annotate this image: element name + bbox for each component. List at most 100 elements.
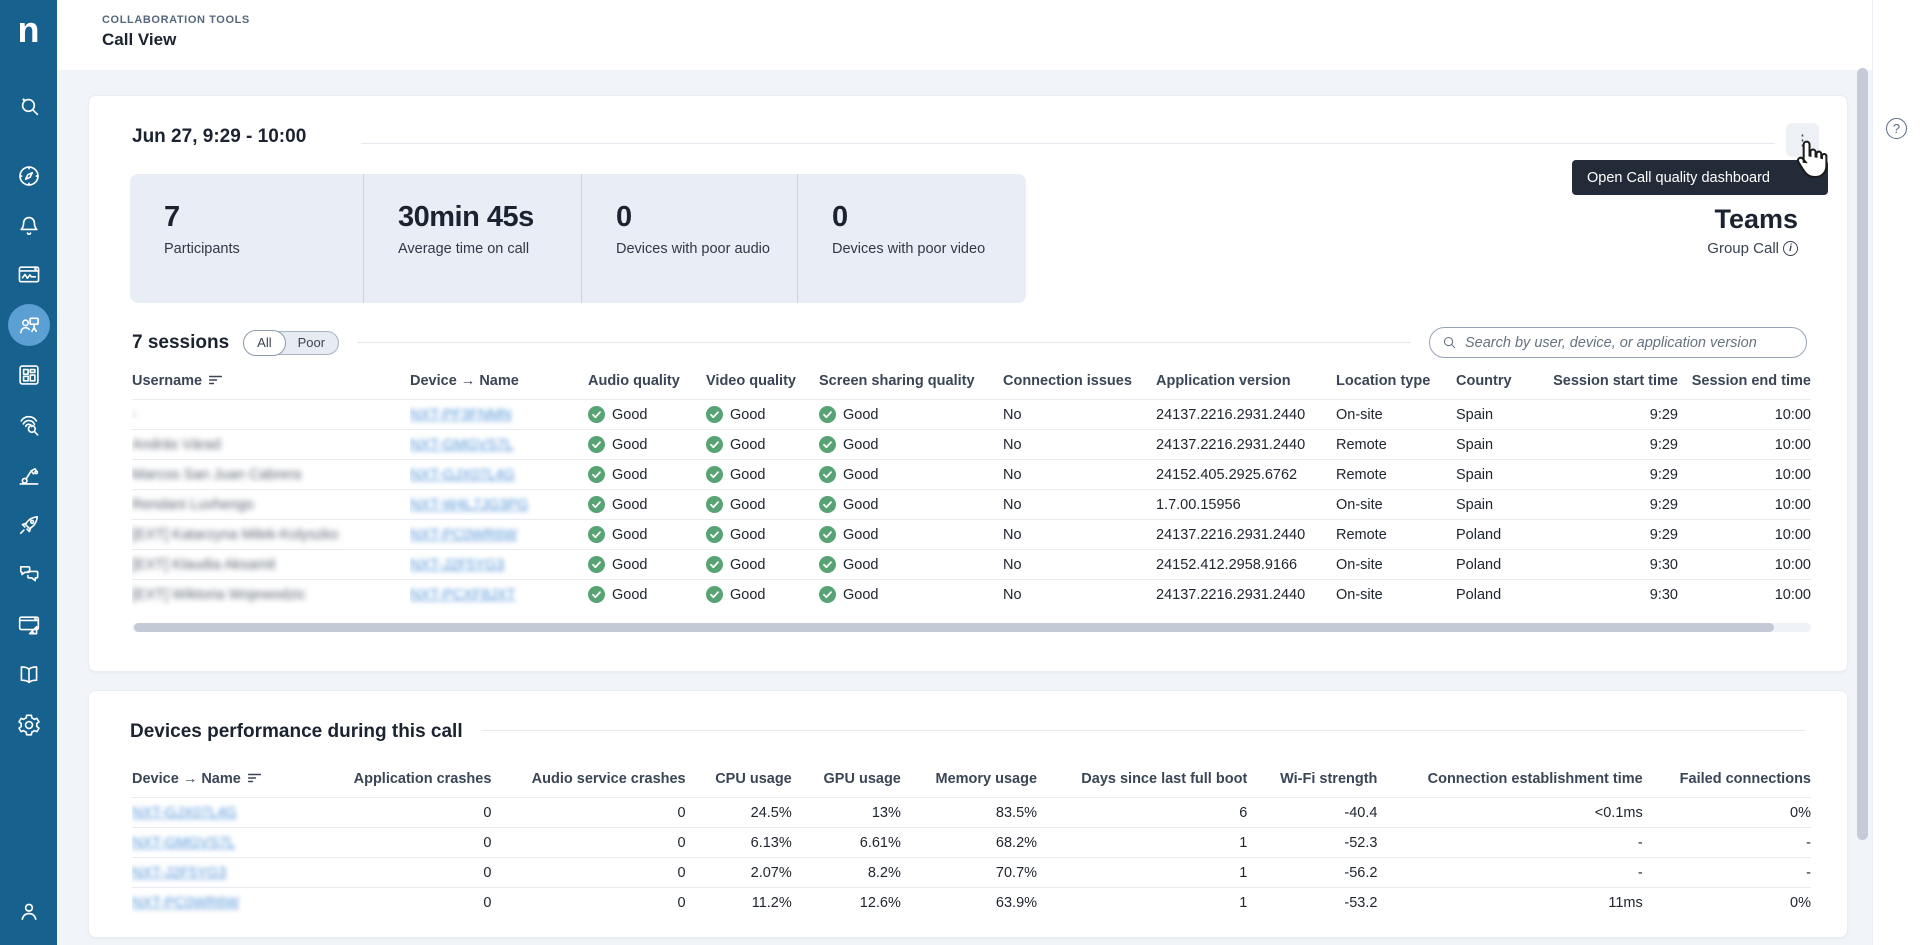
video-quality-cell: Good (706, 430, 819, 460)
app-version-cell: 24152.405.2925.6762 (1156, 460, 1336, 490)
sidebar-item-library[interactable] (8, 654, 50, 696)
col-device[interactable]: Device → Name (410, 367, 588, 400)
sidebar-item-automation[interactable] (8, 454, 50, 496)
country-cell: Poland (1456, 580, 1532, 610)
nexthink-logo[interactable]: n (0, 8, 57, 52)
device-link[interactable]: NXT-PCXF8JXT (410, 587, 516, 603)
call-stats: 7 Participants 30min 45s Average time on… (130, 174, 1026, 303)
device-link[interactable]: NXT-PC0WR6W (132, 895, 239, 911)
device-link[interactable]: NXT-J2F5YG3 (410, 557, 504, 573)
col-connection-issues[interactable]: Connection issues (1003, 367, 1156, 400)
col-cpu[interactable]: CPU usage (686, 765, 792, 798)
device-cell[interactable]: NXT-PF3FNMN (410, 400, 588, 430)
col-location-type[interactable]: Location type (1336, 367, 1456, 400)
sidebar-item-investigate[interactable] (8, 404, 50, 446)
sessions-hscroll-track (132, 623, 1811, 632)
sidebar-item-adopt[interactable] (8, 504, 50, 546)
col-dev-device[interactable]: Device → Name (132, 765, 352, 798)
sidebar-item-collaboration[interactable] (8, 304, 50, 346)
col-session-start[interactable]: Session start time (1532, 367, 1678, 400)
days-since-boot-cell: 1 (1037, 888, 1247, 918)
device-link[interactable]: NXT-PC0WR6W (410, 527, 517, 543)
sidebar-item-explore[interactable] (8, 155, 50, 197)
col-failed-conn[interactable]: Failed connections (1643, 765, 1811, 798)
device-link[interactable]: NXT-GMGVS7L (410, 437, 513, 453)
screen-quality-cell: Good (819, 430, 1003, 460)
good-check-icon (819, 436, 836, 453)
device-link[interactable]: NXT-GJX07L4G (132, 805, 237, 821)
col-audio-quality[interactable]: Audio quality (588, 367, 706, 400)
device-link[interactable]: NXT-GJX07L4G (410, 467, 515, 483)
col-gpu[interactable]: GPU usage (792, 765, 901, 798)
device-cell[interactable]: NXT-J2F5YG3 (132, 858, 352, 888)
device-link[interactable]: NXT-W4L7JG3PG (410, 497, 528, 513)
filter-all[interactable]: All (243, 330, 285, 356)
col-memory[interactable]: Memory usage (901, 765, 1037, 798)
sidebar-item-designer[interactable] (8, 604, 50, 646)
device-row: NXT-PC0WR6W0011.2%12.6%63.9%1-53.211ms0% (132, 888, 1811, 918)
device-row: NXT-GJX07L4G0024.5%13%83.5%6-40.4<0.1ms0… (132, 798, 1811, 828)
device-cell[interactable]: NXT-GJX07L4G (410, 460, 588, 490)
sidebar-item-account[interactable] (8, 890, 50, 932)
good-check-icon (819, 466, 836, 483)
device-link[interactable]: NXT-GMGVS7L (132, 835, 235, 851)
cpu-usage-cell: 2.07% (686, 858, 792, 888)
sidebar-item-apps[interactable] (8, 354, 50, 396)
app-version-cell: 24137.2216.2931.2440 (1156, 520, 1336, 550)
vertical-scrollbar[interactable] (1857, 68, 1868, 840)
username-cell: [EXT] Katarzyna Milek-Kolyszko (132, 520, 410, 550)
wifi-strength-cell: -40.4 (1247, 798, 1377, 828)
device-link[interactable]: NXT-PF3FNMN (410, 407, 512, 423)
device-cell[interactable]: NXT-J2F5YG3 (410, 550, 588, 580)
device-cell[interactable]: NXT-PCXF8JXT (410, 580, 588, 610)
failed-connections-cell: 0% (1643, 888, 1811, 918)
connection-issues-cell: No (1003, 460, 1156, 490)
device-cell[interactable]: NXT-PC0WR6W (132, 888, 352, 918)
col-wifi[interactable]: Wi-Fi strength (1247, 765, 1377, 798)
fingerprint-search-icon (16, 412, 42, 438)
device-cell[interactable]: NXT-PC0WR6W (410, 520, 588, 550)
good-check-icon (706, 556, 723, 573)
info-icon[interactable]: i (1783, 241, 1798, 256)
col-app-version[interactable]: Application version (1156, 367, 1336, 400)
devices-header-row: Device → Name Application crashes Audio … (132, 765, 1811, 798)
video-quality-cell: Good (706, 580, 819, 610)
poor-audio-value: 0 (616, 201, 797, 234)
search-input[interactable] (1465, 335, 1794, 351)
filter-poor[interactable]: Poor (285, 331, 338, 355)
app-crashes-cell: 0 (352, 888, 491, 918)
col-screen-quality[interactable]: Screen sharing quality (819, 367, 1003, 400)
col-conn-time[interactable]: Connection establishment time (1377, 765, 1642, 798)
col-session-end[interactable]: Session end time (1678, 367, 1811, 400)
title-divider (361, 143, 1775, 144)
session-start-cell: 9:29 (1532, 490, 1678, 520)
col-username[interactable]: Username (132, 367, 410, 400)
sessions-hscroll-thumb[interactable] (134, 623, 1774, 632)
device-cell[interactable]: NXT-GJX07L4G (132, 798, 352, 828)
col-country[interactable]: Country (1456, 367, 1532, 400)
device-cell[interactable]: NXT-GMGVS7L (410, 430, 588, 460)
col-app-crashes[interactable]: Application crashes (352, 765, 491, 798)
session-end-cell: 10:00 (1678, 520, 1811, 550)
devices-title: Devices performance during this call (130, 721, 463, 743)
col-days-boot[interactable]: Days since last full boot (1037, 765, 1247, 798)
country-cell: Spain (1456, 460, 1532, 490)
sidebar-item-ai-search[interactable] (8, 85, 50, 127)
book-icon (16, 662, 42, 688)
device-link[interactable]: NXT-J2F5YG3 (132, 865, 226, 881)
search-icon (1442, 335, 1457, 350)
device-cell[interactable]: NXT-GMGVS7L (132, 828, 352, 858)
sidebar-item-alerts[interactable] (8, 205, 50, 247)
col-video-quality[interactable]: Video quality (706, 367, 819, 400)
sidebar-item-monitor[interactable] (8, 254, 50, 296)
good-check-icon (706, 496, 723, 513)
connection-time-cell: - (1377, 858, 1642, 888)
sidebar-item-settings[interactable] (8, 704, 50, 746)
stat-participants: 7 Participants (130, 174, 363, 303)
good-check-icon (706, 406, 723, 423)
device-cell[interactable]: NXT-W4L7JG3PG (410, 490, 588, 520)
sidebar-item-engage[interactable] (8, 553, 50, 595)
participants-value: 7 (164, 201, 363, 234)
help-icon[interactable]: ? (1886, 118, 1907, 139)
col-audio-crashes[interactable]: Audio service crashes (491, 765, 685, 798)
